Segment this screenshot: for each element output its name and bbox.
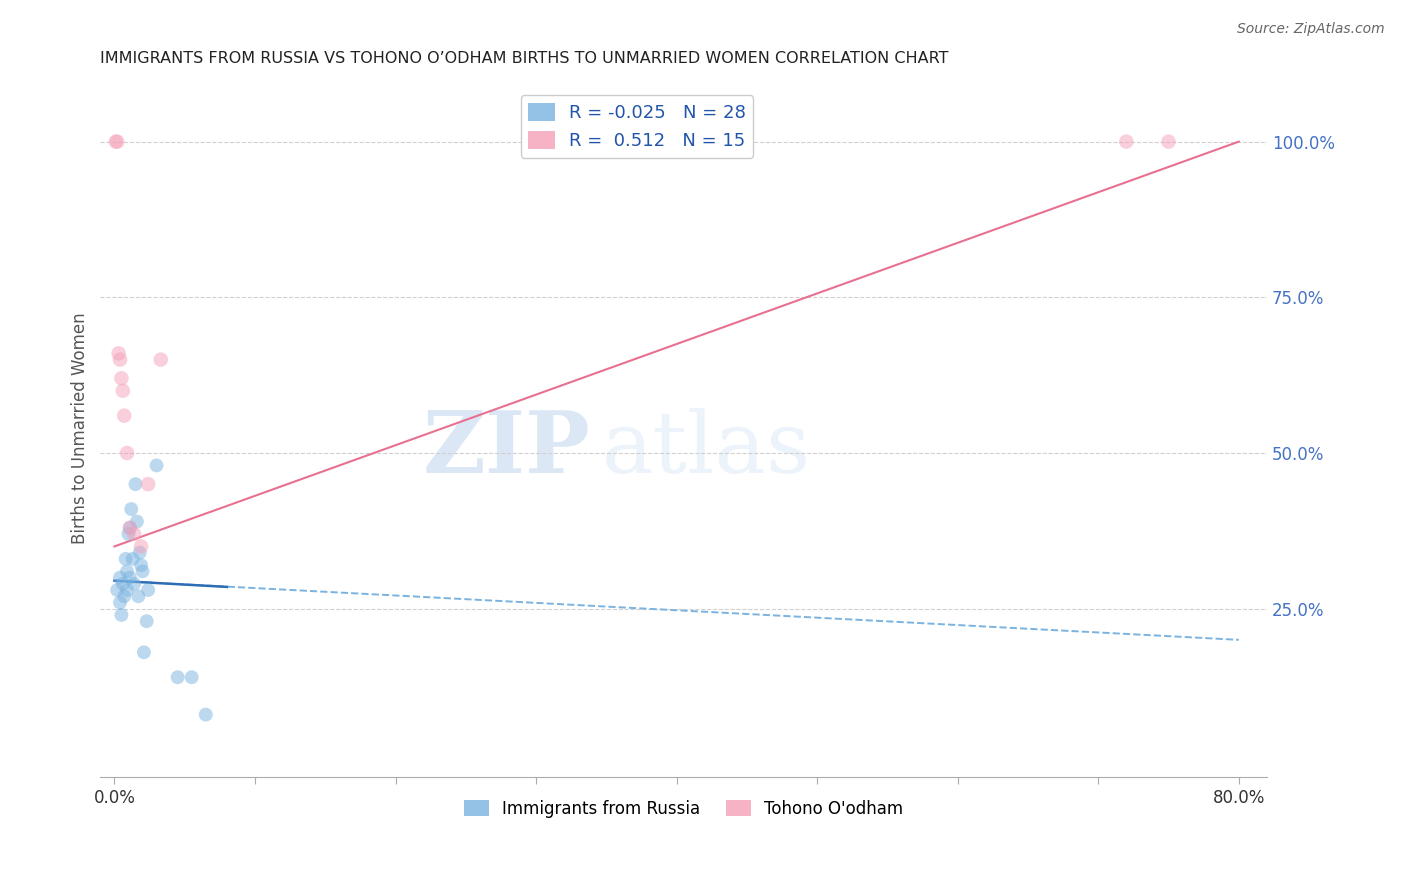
Point (1157, 135, 1180, 149)
Point (117, 527, 139, 541)
Point (115, 582, 138, 597)
Point (118, 521, 141, 535)
Point (108, 571, 131, 585)
Point (149, 352, 172, 367)
Point (128, 546, 150, 560)
Point (129, 558, 152, 573)
Point (118, 571, 141, 585)
Point (122, 527, 145, 541)
Point (121, 552, 143, 566)
Point (108, 595, 131, 609)
Point (131, 565, 153, 579)
Point (136, 477, 159, 491)
Point (180, 670, 202, 684)
Point (115, 446, 138, 460)
Point (166, 670, 188, 684)
Point (108, 352, 131, 367)
Point (136, 582, 159, 597)
Point (112, 589, 135, 603)
Point (1115, 135, 1137, 149)
Point (145, 458, 167, 473)
Point (194, 707, 217, 722)
Point (104, 135, 127, 149)
Point (129, 540, 152, 554)
Text: Source: ZipAtlas.com: Source: ZipAtlas.com (1237, 22, 1385, 37)
Point (111, 384, 134, 398)
Point (110, 371, 132, 385)
Text: IMMIGRANTS FROM RUSSIA VS TOHONO O’ODHAM BIRTHS TO UNMARRIED WOMEN CORRELATION C: IMMIGRANTS FROM RUSSIA VS TOHONO O’ODHAM… (100, 51, 949, 66)
Text: ZIP: ZIP (423, 407, 591, 491)
Text: atlas: atlas (602, 408, 811, 491)
Point (125, 515, 148, 529)
Point (120, 502, 142, 516)
Point (122, 576, 145, 591)
Point (135, 614, 157, 628)
Y-axis label: Births to Unmarried Women: Births to Unmarried Women (72, 312, 89, 544)
Point (124, 477, 146, 491)
Point (112, 409, 135, 423)
Point (111, 576, 134, 591)
Point (132, 645, 155, 659)
Legend: Immigrants from Russia, Tohono O'odham: Immigrants from Russia, Tohono O'odham (457, 793, 910, 824)
Point (107, 346, 129, 360)
Point (105, 582, 128, 597)
Point (105, 135, 128, 149)
Point (114, 552, 136, 566)
Point (110, 607, 132, 622)
Point (115, 565, 138, 579)
Point (127, 589, 149, 603)
Point (118, 521, 141, 535)
